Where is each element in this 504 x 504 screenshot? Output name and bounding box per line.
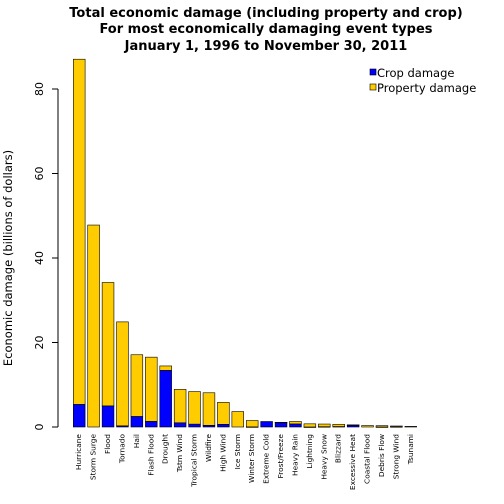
- bar-crop-11: [217, 424, 230, 428]
- legend-label-crop: Crop damage: [377, 66, 454, 80]
- category-label: Tsunami: [406, 434, 415, 465]
- category-label: Coastal Flood: [363, 434, 372, 484]
- bar-property-6: [145, 356, 158, 422]
- category-label: Heavy Snow: [319, 434, 328, 480]
- bar-crop-1: [73, 404, 86, 428]
- bar-crop-8: [173, 422, 187, 428]
- bar-crop-9: [188, 423, 201, 428]
- category-label: Hail: [132, 434, 141, 448]
- legend-swatch-property: [369, 83, 377, 91]
- bar-property-9: [188, 391, 201, 425]
- category-label: Extreme Cold: [262, 434, 271, 484]
- bar-property-3: [101, 282, 115, 407]
- bar-property-5: [130, 354, 144, 417]
- category-label: Excessive Heat: [348, 434, 357, 490]
- y-tick-label: 20: [33, 336, 46, 350]
- category-label: Winter Storm: [247, 434, 256, 483]
- bar-property-10: [202, 392, 216, 426]
- category-label: Storm Surge: [89, 434, 98, 481]
- bar-property-23: [390, 425, 403, 428]
- category-label: Flood: [103, 434, 112, 454]
- bar-crop-7: [159, 370, 172, 428]
- y-axis-label: Economic damage (billions of dollars): [1, 150, 15, 366]
- bar-crop-5: [130, 416, 144, 428]
- bar-crop-14: [260, 421, 273, 428]
- category-label: High Wind: [218, 434, 227, 472]
- bar-property-2: [87, 224, 100, 428]
- category-label: Frost/Freeze: [276, 434, 285, 479]
- bar-property-24: [404, 426, 417, 428]
- legend: Crop damage Property damage: [369, 66, 476, 95]
- bar-property-12: [231, 411, 244, 428]
- bar-crop-6: [145, 421, 158, 428]
- bar-property-11: [217, 402, 230, 425]
- category-label: Strong Wind: [391, 434, 400, 480]
- y-tick-label: 60: [33, 167, 46, 181]
- bar-property-22: [375, 425, 389, 428]
- bar-property-18: [318, 423, 331, 428]
- y-tick-label: 80: [33, 82, 46, 96]
- bar-property-20: [346, 424, 360, 426]
- bar-property-13: [246, 420, 259, 428]
- bar-property-7: [159, 365, 172, 371]
- bar-property-19: [332, 423, 345, 427]
- legend-label-property: Property damage: [377, 81, 476, 95]
- bar-crop-16: [289, 423, 302, 428]
- bar-property-4: [116, 321, 129, 427]
- category-label: Drought: [161, 434, 170, 464]
- chart-title-line-2: For most economically damaging event typ…: [99, 22, 432, 37]
- y-tick-label: 40: [33, 251, 46, 265]
- category-label: Hurricane: [74, 434, 83, 471]
- bar-property-21: [361, 425, 374, 428]
- category-label: Tornado: [117, 434, 126, 465]
- category-label: Heavy Rain: [290, 434, 299, 476]
- category-label: Flash Flood: [146, 434, 155, 476]
- y-axis-ticks: 0 20 40 60 80: [33, 82, 58, 431]
- bars-group: [73, 58, 417, 428]
- bar-property-15: [274, 422, 288, 424]
- category-label: Ice Storm: [233, 434, 242, 469]
- category-label: Blizzard: [334, 434, 343, 463]
- y-tick-label: 0: [33, 424, 46, 431]
- bar-property-8: [173, 389, 187, 424]
- category-label: Debris Flow: [377, 434, 386, 477]
- bar-property-1: [73, 58, 86, 405]
- legend-swatch-crop: [369, 68, 377, 76]
- chart-title-line-3: January 1, 1996 to November 30, 2011: [124, 39, 408, 54]
- bar-property-17: [303, 423, 317, 428]
- category-labels: Hurricane Storm Surge Flood Tornado Hail Flas…: [74, 434, 415, 491]
- category-label: Wildfire: [204, 434, 213, 462]
- chart-title-line-1: Total economic damage (including propert…: [69, 6, 462, 21]
- category-label: Tropical Storm: [190, 434, 199, 488]
- bar-property-16: [289, 421, 302, 425]
- category-label: Tstm Wind: [175, 434, 184, 473]
- category-label: Lightning: [305, 434, 314, 469]
- bar-crop-3: [101, 405, 115, 428]
